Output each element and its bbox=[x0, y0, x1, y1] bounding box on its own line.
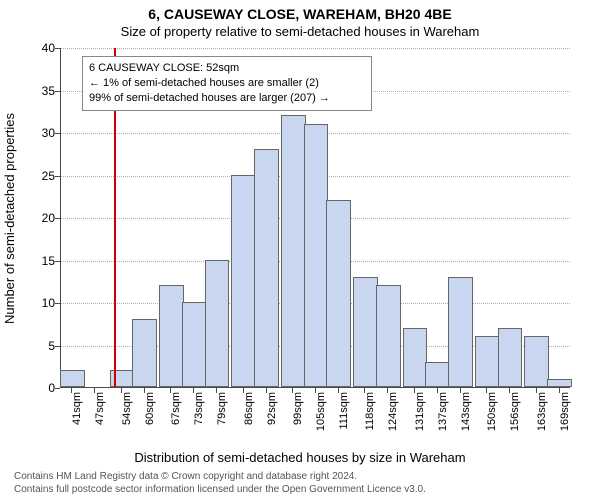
annotation-line: 6 CAUSEWAY CLOSE: 52sqm bbox=[89, 61, 365, 76]
histogram-bar bbox=[132, 319, 157, 387]
xtick-label: 41sqm bbox=[71, 392, 83, 432]
xtick-label: 118sqm bbox=[364, 392, 376, 432]
histogram-bar bbox=[231, 175, 256, 388]
property-size-chart: 6, CAUSEWAY CLOSE, WAREHAM, BH20 4BE Siz… bbox=[0, 0, 600, 500]
ytick-mark bbox=[55, 388, 60, 389]
ytick-label: 0 bbox=[25, 381, 55, 395]
histogram-bar bbox=[205, 260, 230, 388]
xtick-label: 54sqm bbox=[121, 392, 133, 432]
histogram-bar bbox=[110, 370, 135, 387]
histogram-bar bbox=[159, 285, 184, 387]
xtick-label: 79sqm bbox=[216, 392, 228, 432]
histogram-bar bbox=[425, 362, 450, 388]
xtick-label: 150sqm bbox=[486, 392, 498, 432]
xtick-label: 99sqm bbox=[292, 392, 304, 432]
histogram-bar bbox=[304, 124, 329, 388]
ytick-label: 40 bbox=[25, 41, 55, 55]
xtick-label: 124sqm bbox=[387, 392, 399, 432]
ytick-mark bbox=[55, 261, 60, 262]
annotation-line: 99% of semi-detached houses are larger (… bbox=[89, 91, 365, 106]
histogram-bar bbox=[498, 328, 523, 388]
footer-line: Contains full postcode sector informatio… bbox=[14, 484, 426, 497]
ytick-label: 5 bbox=[25, 339, 55, 353]
histogram-bar bbox=[60, 370, 85, 387]
ytick-label: 10 bbox=[25, 296, 55, 310]
ytick-mark bbox=[55, 218, 60, 219]
histogram-bar bbox=[547, 379, 572, 388]
histogram-bar bbox=[403, 328, 428, 388]
xtick-label: 92sqm bbox=[266, 392, 278, 432]
x-axis-label: Distribution of semi-detached houses by … bbox=[0, 450, 600, 465]
xtick-label: 111sqm bbox=[338, 392, 350, 432]
ytick-mark bbox=[55, 48, 60, 49]
xtick-label: 47sqm bbox=[94, 392, 106, 432]
ytick-mark bbox=[55, 91, 60, 92]
xtick-label: 60sqm bbox=[144, 392, 156, 432]
xtick-label: 169sqm bbox=[559, 392, 571, 432]
histogram-bar bbox=[475, 336, 500, 387]
xtick-label: 131sqm bbox=[414, 392, 426, 432]
ytick-mark bbox=[55, 346, 60, 347]
gridline bbox=[61, 48, 570, 49]
histogram-bar bbox=[254, 149, 279, 387]
ytick-mark bbox=[55, 176, 60, 177]
xtick-label: 156sqm bbox=[509, 392, 521, 432]
ytick-label: 15 bbox=[25, 254, 55, 268]
annotation-box: 6 CAUSEWAY CLOSE: 52sqm ← 1% of semi-det… bbox=[82, 56, 372, 111]
histogram-bar bbox=[326, 200, 351, 387]
histogram-bar bbox=[448, 277, 473, 388]
ytick-label: 35 bbox=[25, 84, 55, 98]
annotation-line: ← 1% of semi-detached houses are smaller… bbox=[89, 76, 365, 91]
chart-title: 6, CAUSEWAY CLOSE, WAREHAM, BH20 4BE bbox=[0, 6, 600, 22]
histogram-bar bbox=[281, 115, 306, 387]
ytick-mark bbox=[55, 133, 60, 134]
xtick-label: 143sqm bbox=[460, 392, 472, 432]
xtick-label: 86sqm bbox=[243, 392, 255, 432]
histogram-bar bbox=[376, 285, 401, 387]
ytick-label: 20 bbox=[25, 211, 55, 225]
ytick-label: 30 bbox=[25, 126, 55, 140]
xtick-label: 67sqm bbox=[170, 392, 182, 432]
y-axis-label: Number of semi-detached properties bbox=[2, 113, 17, 324]
xtick-label: 137sqm bbox=[437, 392, 449, 432]
histogram-bar bbox=[524, 336, 549, 387]
footer-line: Contains HM Land Registry data © Crown c… bbox=[14, 471, 426, 484]
ytick-label: 25 bbox=[25, 169, 55, 183]
xtick-label: 163sqm bbox=[536, 392, 548, 432]
histogram-bar bbox=[353, 277, 378, 388]
attribution-footer: Contains HM Land Registry data © Crown c… bbox=[14, 471, 426, 496]
xtick-label: 73sqm bbox=[193, 392, 205, 432]
ytick-mark bbox=[55, 303, 60, 304]
histogram-bar bbox=[182, 302, 207, 387]
xtick-label: 105sqm bbox=[315, 392, 327, 432]
chart-subtitle: Size of property relative to semi-detach… bbox=[0, 24, 600, 39]
